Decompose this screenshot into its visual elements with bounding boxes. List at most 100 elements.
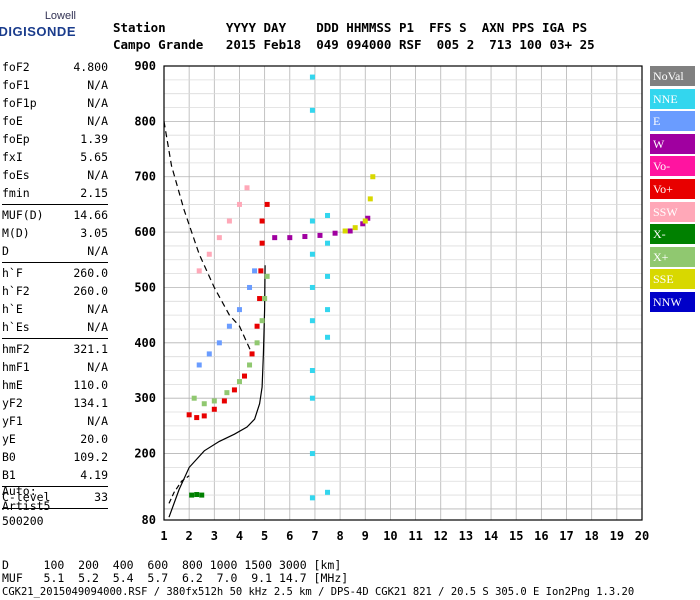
- param-row: hmF1 N/A: [2, 358, 108, 376]
- param-value: 4.800: [73, 60, 108, 74]
- data-point: [236, 307, 242, 313]
- param-row: h`E N/A: [2, 300, 108, 318]
- data-point: [309, 318, 315, 324]
- data-point: [194, 492, 200, 498]
- digisonde-logo: Lowell DIGISONDE: [0, 10, 76, 46]
- data-point: [259, 318, 265, 324]
- x-tick-label: 6: [286, 529, 293, 543]
- param-value: 109.2: [73, 450, 108, 464]
- data-point: [199, 492, 205, 498]
- data-point: [201, 413, 207, 419]
- param-row: MUF(D) 14.66: [2, 206, 108, 224]
- data-point: [309, 495, 315, 501]
- x-tick-label: 2: [186, 529, 193, 543]
- param-name: yF2: [2, 396, 23, 410]
- legend-item: X-: [650, 224, 695, 245]
- data-point: [309, 284, 315, 290]
- data-point: [247, 362, 253, 368]
- data-point: [365, 215, 371, 221]
- data-point: [342, 228, 348, 234]
- auto-code: 500200: [2, 514, 44, 528]
- data-point: [206, 351, 212, 357]
- legend-item: X+: [650, 246, 695, 267]
- data-point: [211, 398, 217, 404]
- param-name: M(D): [2, 226, 30, 240]
- data-point: [258, 268, 264, 274]
- param-name: yF1: [2, 414, 23, 428]
- param-row: D N/A: [2, 242, 108, 260]
- param-name: D: [2, 244, 9, 258]
- y-tick-label: 900: [134, 59, 156, 73]
- logo-brand: Lowell: [44, 10, 76, 22]
- data-point: [259, 218, 265, 224]
- param-row: yE 20.0: [2, 430, 108, 448]
- auto-artist: Artist5: [2, 499, 51, 513]
- param-name: foF2: [2, 60, 30, 74]
- data-point: [360, 221, 366, 227]
- data-point: [191, 395, 197, 401]
- data-point: [309, 451, 315, 457]
- data-point: [257, 296, 263, 302]
- legend-item: Vo-: [650, 156, 695, 177]
- param-value: 110.0: [73, 378, 108, 392]
- autoscaling-info: Auto: Artist5 500200: [2, 484, 50, 529]
- footer-distance: D 100 200 400 600 800 1000 1500 3000 [km…: [2, 558, 342, 572]
- plot-frame: [163, 65, 643, 521]
- data-point: [325, 240, 331, 246]
- legend-item: SSW: [650, 201, 695, 222]
- y-tick-label: 200: [134, 447, 156, 461]
- param-name: B1: [2, 468, 16, 482]
- param-name: fxI: [2, 150, 23, 164]
- param-row: B0 109.2: [2, 448, 108, 466]
- param-name: foEs: [2, 168, 30, 182]
- data-point: [332, 230, 338, 236]
- data-point: [236, 379, 242, 385]
- legend-item: SSE: [650, 269, 695, 290]
- y-tick-label: 800: [134, 114, 156, 128]
- data-point: [196, 268, 202, 274]
- data-point: [347, 228, 353, 234]
- parameter-panel: foF2 4.800 foF1 N/A foF1p N/A foE N/A foEp 1.39 fx…: [2, 58, 108, 510]
- param-name: foF1: [2, 78, 30, 92]
- param-value: N/A: [87, 320, 108, 334]
- param-name: hmF2: [2, 342, 30, 356]
- data-point: [247, 284, 253, 290]
- x-tick-label: 10: [383, 529, 397, 543]
- x-tick-label: 4: [236, 529, 243, 543]
- data-point: [367, 196, 373, 202]
- param-value: N/A: [87, 360, 108, 374]
- data-point: [325, 307, 331, 313]
- y-tick-label: 80: [142, 513, 156, 527]
- param-row: fxI 5.65: [2, 148, 108, 166]
- data-point: [309, 251, 315, 257]
- x-tick-label: 11: [408, 529, 422, 543]
- x-tick-label: 3: [211, 529, 218, 543]
- param-row: foF2 4.800: [2, 58, 108, 76]
- x-tick-label: 5: [261, 529, 268, 543]
- param-row: h`Es N/A: [2, 318, 108, 336]
- param-value: 33: [94, 490, 108, 504]
- param-name: yE: [2, 432, 16, 446]
- param-row: foF1 N/A: [2, 76, 108, 94]
- param-value: N/A: [87, 78, 108, 92]
- data-point: [264, 201, 270, 207]
- data-point: [325, 273, 331, 279]
- data-point: [262, 296, 268, 302]
- header-values: Campo Grande 2015 Feb18 049 094000 RSF 0…: [113, 37, 595, 52]
- y-tick-label: 400: [134, 336, 156, 350]
- param-row: foEs N/A: [2, 166, 108, 184]
- param-value: 1.39: [80, 132, 108, 146]
- param-name: foEp: [2, 132, 30, 146]
- param-row: yF1 N/A: [2, 412, 108, 430]
- auto-label: Auto:: [2, 484, 37, 498]
- param-row: h`F 260.0: [2, 264, 108, 282]
- param-separator: [2, 486, 108, 487]
- param-row: fmin 2.15: [2, 184, 108, 202]
- param-value: N/A: [87, 114, 108, 128]
- param-row: h`F2 260.0: [2, 282, 108, 300]
- data-point: [252, 268, 258, 274]
- param-value: N/A: [87, 302, 108, 316]
- legend-item: W: [650, 133, 695, 154]
- param-name: hmE: [2, 378, 23, 392]
- param-separator: [2, 262, 108, 263]
